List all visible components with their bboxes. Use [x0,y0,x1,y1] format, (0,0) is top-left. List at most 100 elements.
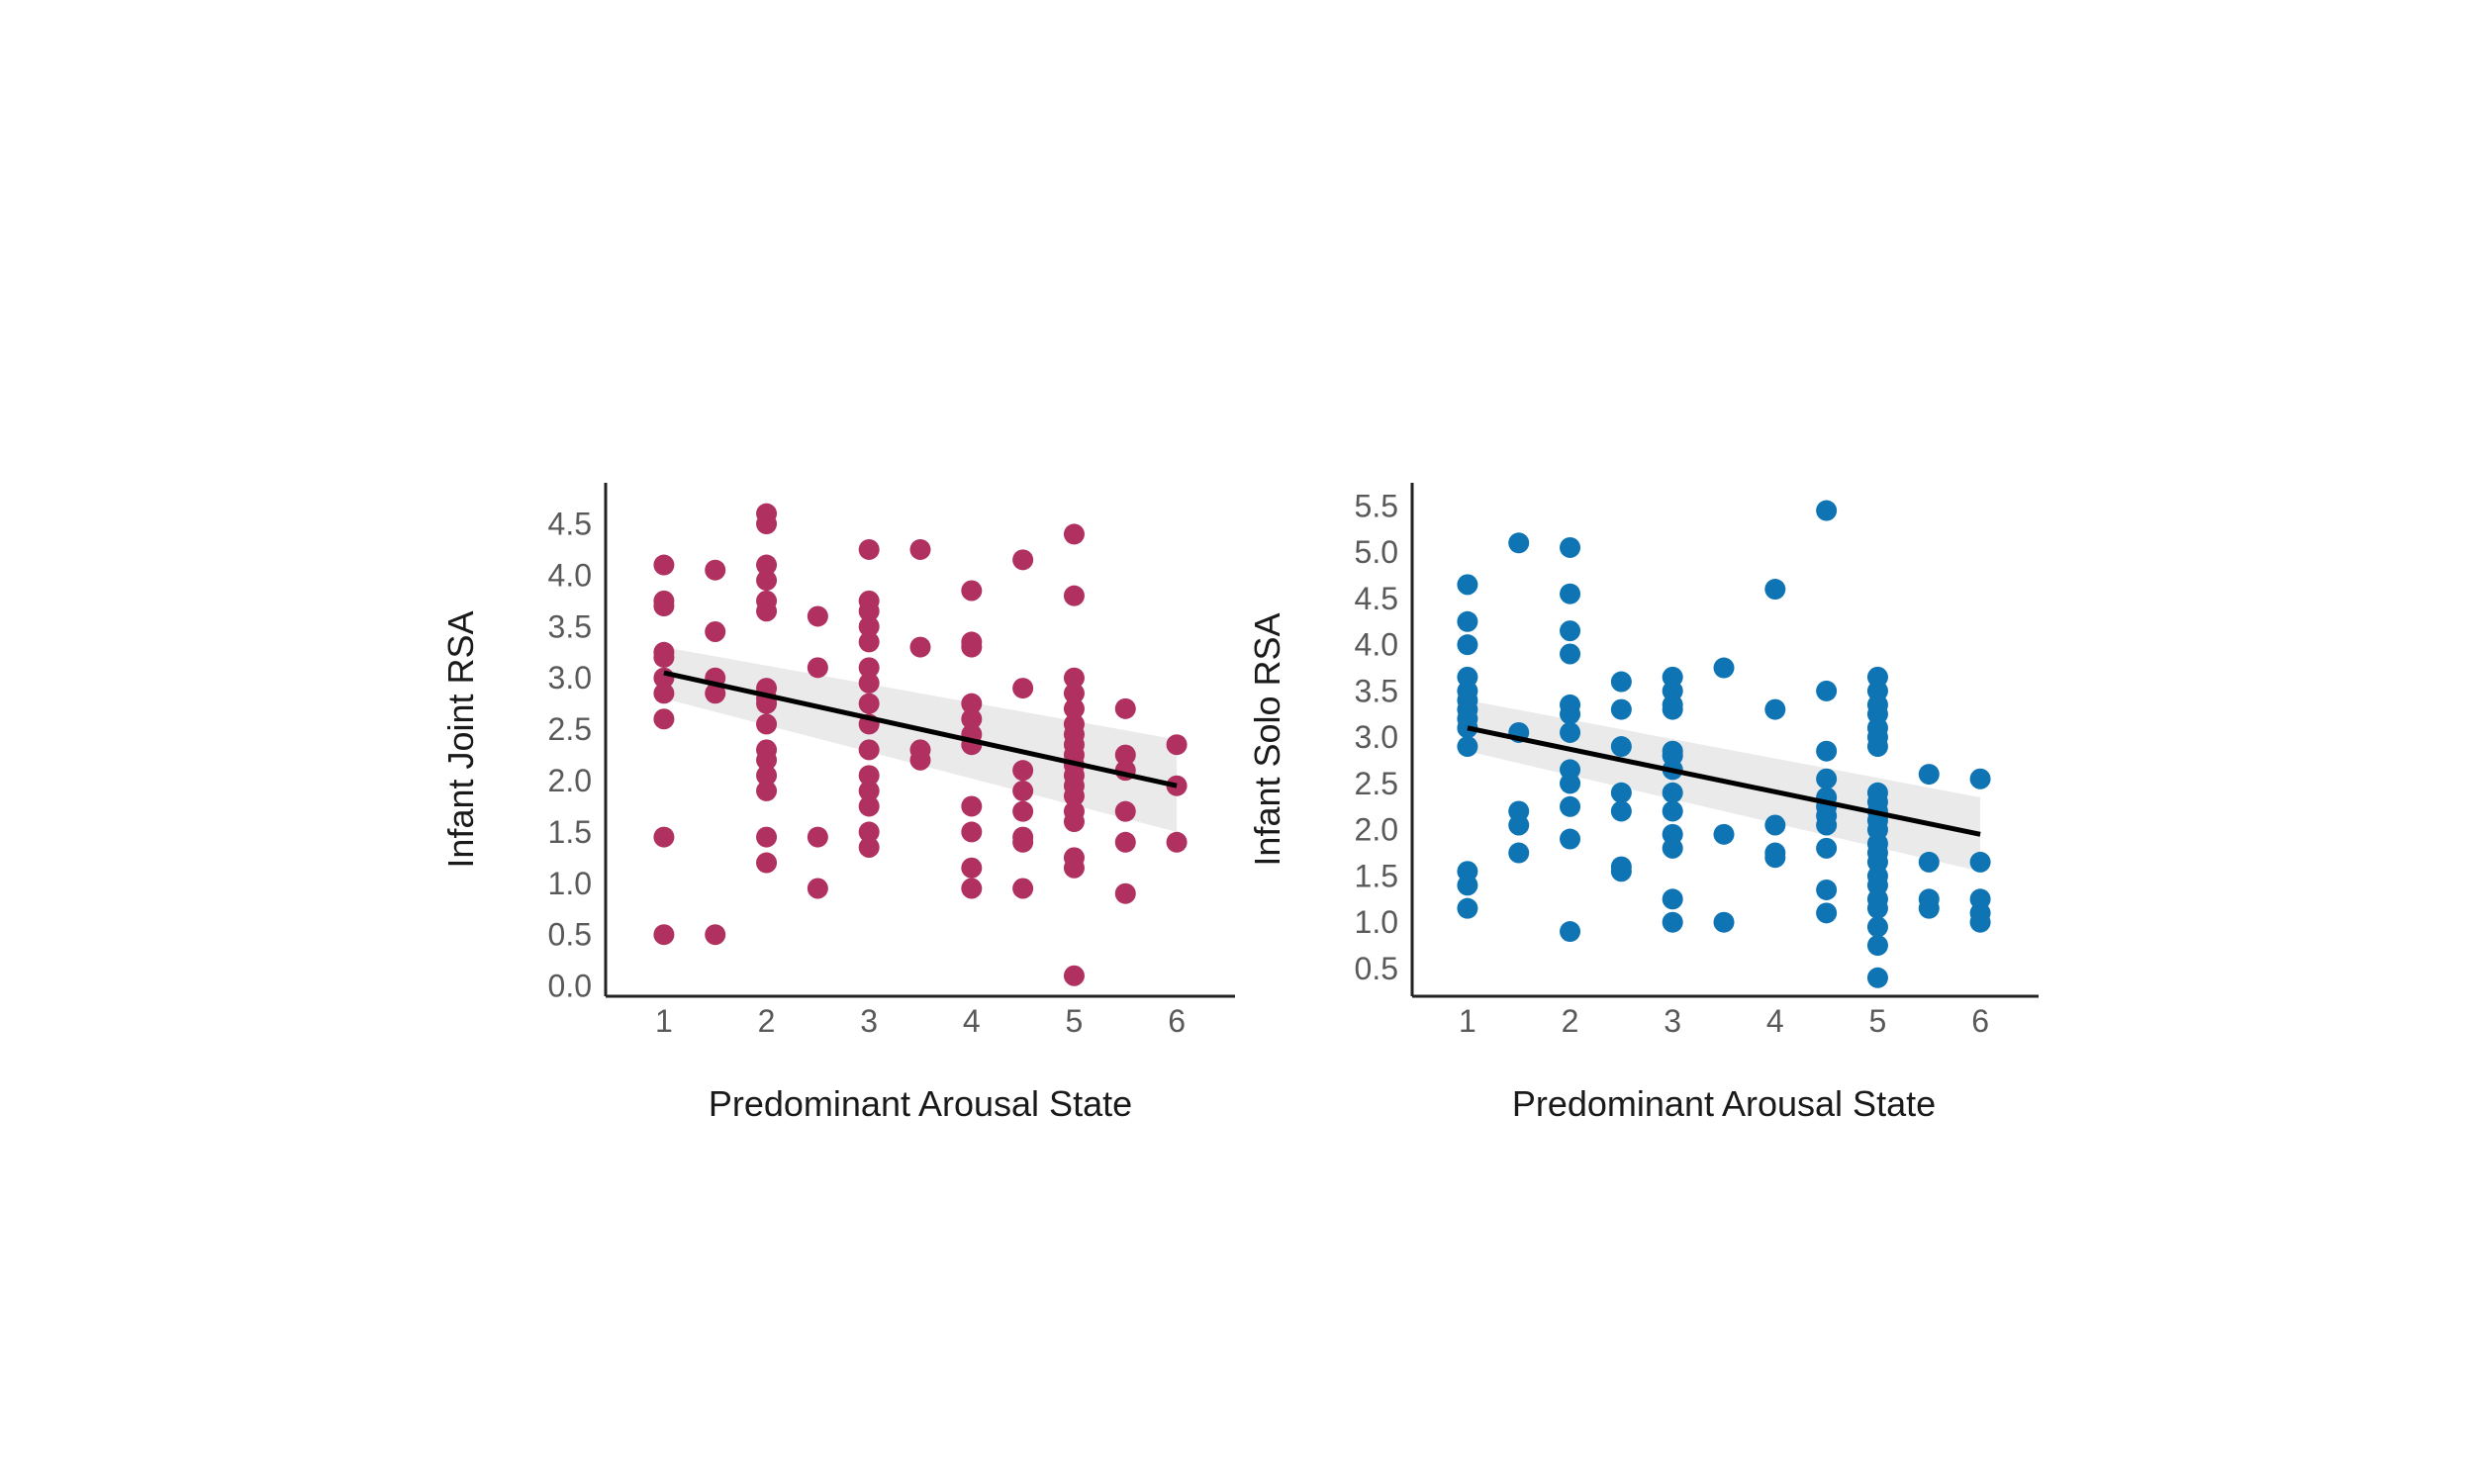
solo-data-point [1662,782,1683,803]
solo-data-point [1662,911,1683,933]
solo-data-point [1560,828,1581,850]
solo-data-point [1866,897,1888,919]
solo-data-point [1816,837,1838,859]
joint-data-point [653,708,675,730]
joint-data-point [961,693,983,714]
solo-data-point [1816,500,1838,521]
solo-data-point [1610,861,1632,882]
joint-data-point [858,765,880,787]
joint-y-tick-label: 1.0 [548,866,592,901]
joint-data-point [653,826,675,848]
joint-data-point [858,601,880,622]
solo-y-tick-label: 4.0 [1355,627,1398,663]
joint-data-point [807,605,828,627]
solo-data-point [1816,768,1838,789]
joint-x-tick-label: 2 [758,1003,776,1039]
joint-rsa-chart: 0.0 0.5 1.0 1.5 2.0 2.5 3.0 3.5 4.0 4.5 1 2 3 4 5 6 Pred… [440,483,1235,1124]
joint-y-tick-label: 2.5 [548,711,592,747]
solo-x-tick-label: 5 [1869,1003,1887,1039]
solo-data-point [1866,967,1888,988]
joint-data-point [756,765,778,787]
joint-x-tick-label: 4 [963,1003,981,1039]
joint-data-point [756,826,778,848]
solo-rsa-chart: 0.5 1.0 1.5 2.0 2.5 3.0 3.5 4.0 4.5 5.0 5.5 1 2 3 4 5 6 P… [1247,483,2039,1124]
joint-data-point [1063,786,1085,807]
joint-data-point [807,878,828,899]
solo-confidence-band [1467,699,1981,872]
solo-y-tick-label: 3.0 [1355,719,1398,755]
solo-y-tick-label: 0.5 [1355,951,1398,986]
solo-data-point [1713,911,1735,933]
joint-x-axis-title: Predominant Arousal State [709,1083,1132,1124]
joint-data-point [961,708,983,730]
solo-data-point [1918,764,1940,786]
joint-data-point [1166,734,1188,756]
joint-data-point [1012,831,1034,853]
solo-data-point [1764,814,1786,836]
joint-data-point [909,636,931,658]
joint-data-point [653,596,675,617]
solo-y-tick-label: 1.5 [1355,858,1398,893]
joint-data-point [1012,549,1034,571]
solo-data-point [1816,680,1838,701]
solo-data-point [1457,736,1478,758]
joint-data-point [756,554,778,576]
solo-data-point [1713,823,1735,845]
joint-data-point [756,852,778,874]
joint-y-tick-label: 3.0 [548,660,592,696]
joint-x-tick-label: 3 [860,1003,878,1039]
joint-x-tick-label: 6 [1168,1003,1186,1039]
joint-data-point [807,657,828,679]
joint-data-point [1114,800,1136,822]
solo-data-point [1508,532,1530,554]
joint-data-point [858,836,880,858]
solo-data-point [1969,768,1991,789]
solo-data-point [1560,620,1581,642]
joint-data-point [653,683,675,704]
solo-data-point [1816,740,1838,762]
joint-y-tick-label: 1.5 [548,814,592,850]
joint-data-point [653,924,675,946]
joint-data-point [756,570,778,592]
solo-data-point [1457,897,1478,919]
joint-data-point [961,821,983,843]
joint-data-point [1114,744,1136,766]
joint-data-point [1012,760,1034,782]
solo-data-point [1713,657,1735,679]
joint-data-point [756,601,778,622]
solo-data-point [1764,579,1786,601]
joint-regression-line [663,670,1178,788]
joint-data-point [1063,811,1085,833]
solo-y-tick-label: 5.5 [1355,488,1398,523]
joint-data-point [1063,857,1085,879]
solo-data-point [1918,897,1940,919]
solo-y-tick-label: 2.5 [1355,766,1398,801]
joint-y-tick-label: 2.0 [548,763,592,798]
solo-data-point [1764,698,1786,720]
joint-data-point [1063,697,1085,719]
solo-data-point [1816,902,1838,924]
joint-data-point [807,826,828,848]
solo-data-point [1662,888,1683,910]
joint-data-point [858,657,880,679]
joint-data-point [858,780,880,801]
joint-data-point [1166,831,1188,853]
joint-data-point [1063,683,1085,704]
solo-data-point [1662,800,1683,822]
solo-data-point [1866,736,1888,758]
solo-x-tick-label: 2 [1562,1003,1579,1039]
joint-data-point [756,513,778,535]
joint-data-point [858,538,880,560]
solo-data-point [1560,643,1581,665]
solo-data-point [1457,875,1478,896]
joint-data-point [1063,585,1085,606]
solo-data-point [1662,698,1683,720]
joint-y-tick-label: 4.5 [548,507,592,542]
joint-x-tick-label: 5 [1066,1003,1084,1039]
joint-data-point [1063,523,1085,545]
joint-data-point [858,672,880,694]
solo-x-tick-label: 3 [1664,1003,1681,1039]
joint-data-point [858,693,880,714]
solo-data-point [1560,536,1581,558]
joint-y-tick-label: 4.0 [548,557,592,593]
